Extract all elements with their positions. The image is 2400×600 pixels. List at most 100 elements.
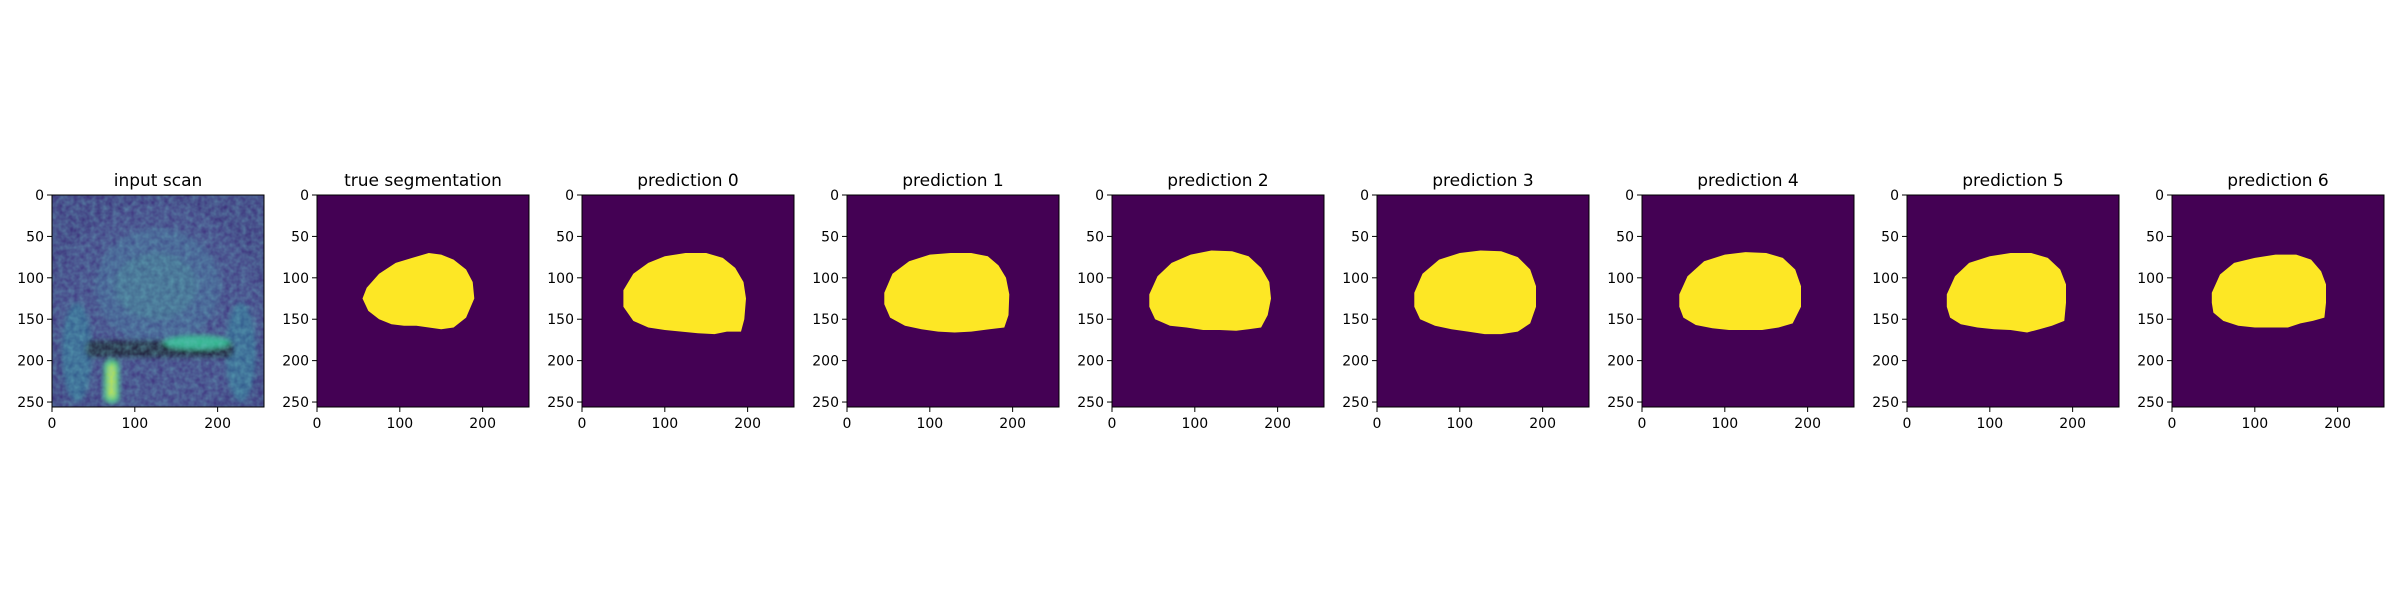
x-tick-label: 200: [204, 416, 231, 432]
axes-frame: [581, 194, 795, 408]
x-tick-label: 200: [999, 416, 1026, 432]
panel-title: true segmentation: [344, 171, 502, 191]
panel-true-segmentation: true segmentation 0 100 200 0 50 100 150 200 250: [282, 171, 530, 432]
y-tick-label: 200: [812, 354, 839, 370]
x-tick-label: 200: [1794, 416, 1821, 432]
y-tick-label: 100: [547, 271, 574, 287]
segmentation-mask: [2211, 254, 2326, 328]
y-tick-label: 100: [1872, 271, 1899, 287]
y-tick-label: 100: [17, 271, 44, 287]
y-tick-label: 50: [291, 229, 309, 245]
panel-title: prediction 0: [637, 171, 739, 191]
panel-prediction-6: prediction 6 0 100 200 0 50 100 150 200 250: [2137, 171, 2385, 432]
y-tick-label: 150: [1872, 312, 1899, 328]
panel-title: prediction 6: [2227, 171, 2329, 191]
panel-title: prediction 1: [902, 171, 1004, 191]
segmentation-mask: [1679, 252, 1801, 330]
y-tick-label: 50: [2146, 229, 2164, 245]
x-tick-label: 0: [1373, 416, 1382, 432]
y-tick-label: 0: [565, 188, 574, 204]
y-tick-label: 150: [1342, 312, 1369, 328]
segmentation-mask: [1414, 250, 1536, 335]
y-tick-label: 0: [1095, 188, 1104, 204]
x-tick-label: 200: [1529, 416, 1556, 432]
x-tick-label: 100: [1446, 416, 1473, 432]
y-tick-label: 50: [821, 229, 839, 245]
x-tick-label: 200: [1264, 416, 1291, 432]
panel-title: prediction 3: [1432, 171, 1534, 191]
y-tick-label: 100: [1342, 271, 1369, 287]
y-tick-label: 0: [2155, 188, 2164, 204]
y-tick-label: 150: [547, 312, 574, 328]
panel-prediction-2: prediction 2 0 100 200 0 50 100 150 200 250: [1077, 171, 1325, 432]
y-tick-label: 200: [1077, 354, 1104, 370]
mri-image-layer: [52, 195, 264, 407]
y-tick-label: 200: [547, 354, 574, 370]
y-tick-label: 100: [2137, 271, 2164, 287]
y-tick-label: 250: [812, 395, 839, 411]
axes-frame: [316, 194, 530, 408]
y-tick-label: 250: [1607, 395, 1634, 411]
x-tick-label: 0: [48, 416, 57, 432]
y-tick-label: 200: [1607, 354, 1634, 370]
panel-prediction-3: prediction 3 0 100 200 0 50 100 150 200 250: [1342, 171, 1590, 432]
axes-frame: [1376, 194, 1590, 408]
y-tick-label: 0: [1890, 188, 1899, 204]
x-tick-label: 100: [651, 416, 678, 432]
y-tick-label: 50: [1616, 229, 1634, 245]
x-tick-label: 0: [313, 416, 322, 432]
y-tick-label: 100: [282, 271, 309, 287]
y-tick-label: 200: [1872, 354, 1899, 370]
x-tick-label: 100: [1711, 416, 1738, 432]
x-tick-label: 100: [2241, 416, 2268, 432]
x-tick-label: 200: [2324, 416, 2351, 432]
x-tick-label: 100: [121, 416, 148, 432]
y-tick-label: 250: [1077, 395, 1104, 411]
y-tick-label: 50: [1351, 229, 1369, 245]
y-tick-label: 250: [282, 395, 309, 411]
y-tick-label: 50: [556, 229, 574, 245]
x-tick-label: 100: [386, 416, 413, 432]
axes-frame: [1641, 194, 1855, 408]
y-tick-label: 250: [547, 395, 574, 411]
panel-title: input scan: [114, 171, 203, 191]
x-tick-label: 0: [1903, 416, 1912, 432]
segmentation-mask: [884, 253, 1010, 333]
y-tick-label: 50: [26, 229, 44, 245]
y-tick-label: 100: [1077, 271, 1104, 287]
y-tick-label: 150: [282, 312, 309, 328]
y-tick-label: 250: [2137, 395, 2164, 411]
y-tick-label: 100: [1607, 271, 1634, 287]
y-tick-label: 200: [2137, 354, 2164, 370]
y-tick-label: 150: [1607, 312, 1634, 328]
panel-title: prediction 4: [1697, 171, 1799, 191]
x-tick-label: 100: [916, 416, 943, 432]
y-tick-label: 250: [1342, 395, 1369, 411]
y-tick-label: 50: [1086, 229, 1104, 245]
y-tick-label: 250: [1872, 395, 1899, 411]
x-tick-label: 0: [1108, 416, 1117, 432]
panel-input-scan: input scan 0 100 200 0 50 100 150 200 250: [17, 171, 265, 432]
x-tick-label: 100: [1181, 416, 1208, 432]
y-tick-label: 150: [1077, 312, 1104, 328]
segmentation-mask: [623, 253, 746, 335]
x-tick-label: 0: [843, 416, 852, 432]
axes-frame: [2171, 194, 2385, 408]
panel-title: prediction 2: [1167, 171, 1269, 191]
mri-noise-texture: [52, 195, 264, 407]
axes-frame: [51, 194, 265, 408]
y-tick-label: 100: [812, 271, 839, 287]
y-tick-label: 0: [35, 188, 44, 204]
y-tick-label: 150: [17, 312, 44, 328]
y-tick-label: 0: [1360, 188, 1369, 204]
panel-prediction-1: prediction 1 0 100 200 0 50 100 150 200 250: [812, 171, 1060, 432]
x-tick-label: 200: [469, 416, 496, 432]
y-tick-label: 200: [1342, 354, 1369, 370]
y-tick-label: 0: [300, 188, 309, 204]
x-tick-label: 0: [1638, 416, 1647, 432]
segmentation-mask: [1149, 250, 1271, 331]
axes-frame: [1906, 194, 2120, 408]
y-tick-label: 150: [812, 312, 839, 328]
x-tick-label: 100: [1976, 416, 2003, 432]
